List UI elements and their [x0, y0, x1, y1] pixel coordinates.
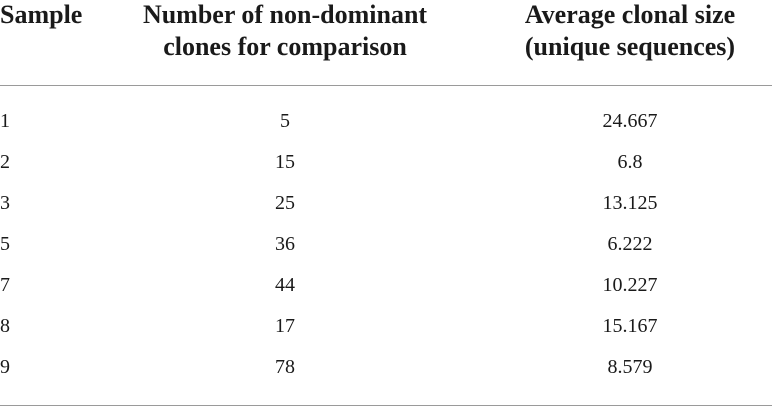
header-cell: (unique sequences): [524, 32, 736, 61]
table-cell: 3: [0, 192, 10, 214]
header-cell: Number of non-dominant: [142, 0, 428, 29]
header-rule: [0, 85, 772, 86]
table-cell: 6.8: [617, 151, 643, 173]
header-cell: clones for comparison: [163, 32, 407, 61]
table-cell: 78: [275, 356, 295, 378]
table-cell: 9: [0, 356, 10, 378]
table-cell: 17: [275, 315, 295, 337]
table-cell: 25: [275, 192, 295, 214]
table-cell: 8.579: [607, 356, 653, 378]
table-cell: 5: [280, 110, 290, 132]
table-cell: 15: [275, 151, 295, 173]
table-cell: 1: [0, 110, 10, 132]
table-cell: 24.667: [602, 110, 658, 132]
table-cell: 7: [0, 274, 10, 296]
table-cell: 10.227: [602, 274, 658, 296]
table-cell: 36: [275, 233, 295, 255]
table-cell: 15.167: [602, 315, 658, 337]
bottom-rule: [0, 405, 772, 406]
table-cell: 5: [0, 233, 10, 255]
header-cell: Sample: [0, 0, 83, 29]
table-cell: 44: [275, 274, 295, 296]
header-cell: Average clonal size: [524, 0, 736, 29]
table-cell: 13.125: [602, 192, 658, 214]
table-cell: 2: [0, 151, 10, 173]
table-cell: 6.222: [607, 233, 653, 255]
table-cell: 8: [0, 315, 10, 337]
